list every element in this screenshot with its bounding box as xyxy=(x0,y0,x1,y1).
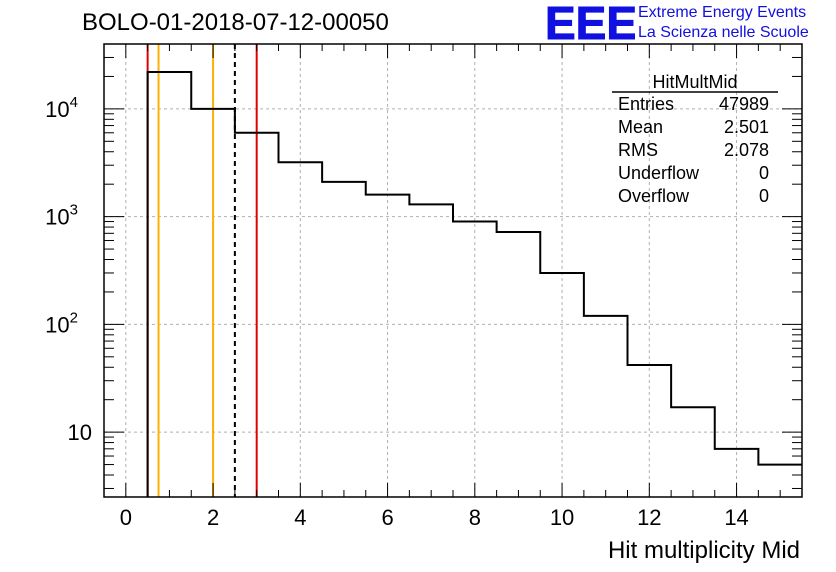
marker-lines xyxy=(146,44,258,497)
stats-value: 2.501 xyxy=(724,117,769,137)
x-tick-label: 6 xyxy=(381,505,393,530)
stats-label: RMS xyxy=(618,140,658,160)
x-axis-label: Hit multiplicity Mid xyxy=(608,537,800,564)
stats-value: 2.078 xyxy=(724,140,769,160)
eee-logo-mark: EEE xyxy=(545,2,635,44)
y-tick-label: 103 xyxy=(45,202,78,230)
logo-line-2: La Scienza nelle Scuole xyxy=(638,24,809,41)
y-tick-label: 104 xyxy=(45,94,78,122)
stats-label: Overflow xyxy=(618,186,690,206)
plot-frame xyxy=(103,43,803,498)
x-tick-label: 8 xyxy=(469,505,481,530)
stats-label: Mean xyxy=(618,117,663,137)
stats-label: Entries xyxy=(618,94,674,114)
grid-lines xyxy=(104,44,802,497)
histogram-series-line xyxy=(146,70,802,497)
x-tick-label: 0 xyxy=(120,505,132,530)
x-tick-label: 2 xyxy=(207,505,219,530)
y-tick-label: 102 xyxy=(45,309,78,337)
eee-logo: EEE xyxy=(545,2,636,44)
stats-value: 47989 xyxy=(719,94,769,114)
stats-label: Underflow xyxy=(618,163,700,183)
x-tick-label: 14 xyxy=(724,505,748,530)
y-tick-label: 10 xyxy=(68,420,92,445)
x-tick-label: 4 xyxy=(294,505,306,530)
stats-value: 0 xyxy=(759,186,769,206)
stats-name: HitMultMid xyxy=(652,72,737,92)
logo-line-1: Extreme Energy Events xyxy=(638,4,807,21)
x-tick-label: 12 xyxy=(637,505,661,530)
chart-title: BOLO-01-2018-07-12-00050 xyxy=(82,9,389,36)
stats-value: 0 xyxy=(759,163,769,183)
x-tick-label: 10 xyxy=(550,505,574,530)
axis-ticks: 0 2 4 6 8 10 12 14 10 102 103 104 xyxy=(45,43,803,530)
